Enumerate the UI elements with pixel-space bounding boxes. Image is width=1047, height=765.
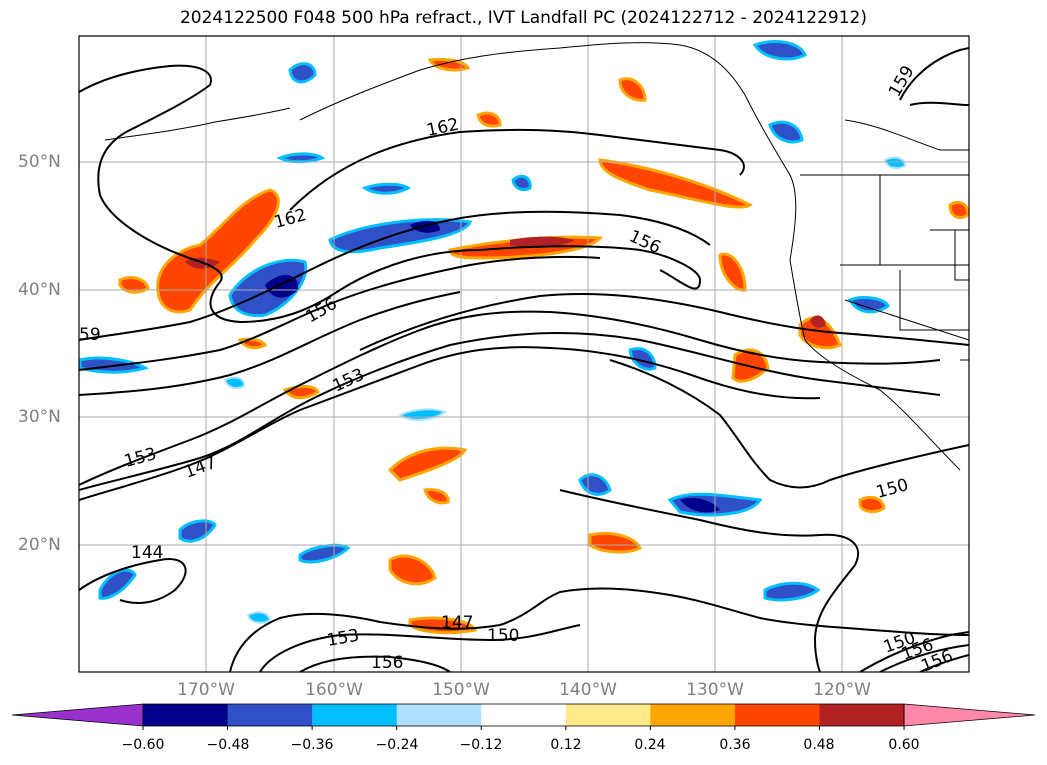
- contour-label: 156: [371, 653, 403, 673]
- lon-label: 170°W: [177, 680, 235, 700]
- contour-label: 162: [425, 115, 461, 141]
- colorbar-tick-label: −0.60: [121, 737, 165, 753]
- colorbar-tick-label: −0.12: [459, 737, 503, 753]
- contour-label: 150: [874, 475, 911, 503]
- colorbar-extend-high: [903, 703, 1036, 727]
- lat-label: 40°N: [18, 280, 61, 300]
- contour-lines: [79, 47, 969, 672]
- colorbar-segment: [650, 704, 736, 726]
- colorbar-tick-label: 0.12: [550, 737, 582, 753]
- graticule: [79, 36, 969, 672]
- colorbar-tick-label: −0.48: [206, 737, 250, 753]
- contour-label: 156: [303, 294, 341, 328]
- colorbar: [11, 703, 1036, 730]
- colorbar-segment: [312, 704, 398, 726]
- lon-label: 160°W: [305, 680, 363, 700]
- colorbar-tick-label: −0.36: [290, 737, 334, 753]
- shaded-field: [79, 40, 969, 635]
- colorbar-tick-label: 0.36: [719, 737, 751, 753]
- colorbar-extend-low: [11, 703, 144, 727]
- colorbar-segment: [227, 704, 313, 726]
- contour-label: 150: [487, 626, 519, 646]
- colorbar-tick-label: 0.24: [634, 737, 666, 753]
- contour-label: 144: [131, 543, 163, 563]
- contour-label: 153: [325, 626, 360, 651]
- lat-label: 20°N: [18, 535, 61, 555]
- map-frame: [78, 35, 970, 673]
- colorbar-segment: [565, 704, 651, 726]
- colorbar-segment: [734, 704, 820, 726]
- lon-label: 120°W: [813, 680, 871, 700]
- coastlines: [104, 42, 969, 471]
- colorbar-segment: [481, 704, 567, 726]
- lat-label: 30°N: [18, 407, 61, 427]
- lon-label: 130°W: [686, 680, 744, 700]
- contour-label: 59: [79, 325, 101, 345]
- lat-label: 50°N: [18, 152, 61, 172]
- contour-label-group: 162 162 156 156 159 59 153 153 147 150 1…: [79, 62, 956, 676]
- map-title: 2024122500 F048 500 hPa refract., IVT La…: [179, 8, 867, 28]
- contour-label: 147: [182, 453, 219, 483]
- contour-label: 153: [122, 444, 159, 472]
- lon-label: 150°W: [432, 680, 490, 700]
- colorbar-tick-label: 0.60: [888, 737, 920, 753]
- lon-label: 140°W: [559, 680, 617, 700]
- colorbar-outline: [142, 703, 905, 727]
- colorbar-tick-label: 0.48: [803, 737, 835, 753]
- colorbar-segment: [143, 704, 229, 726]
- contour-label: 147: [441, 613, 473, 633]
- colorbar-segment: [819, 704, 905, 726]
- colorbar-tick-label: −0.24: [375, 737, 419, 753]
- colorbar-segment: [396, 704, 482, 726]
